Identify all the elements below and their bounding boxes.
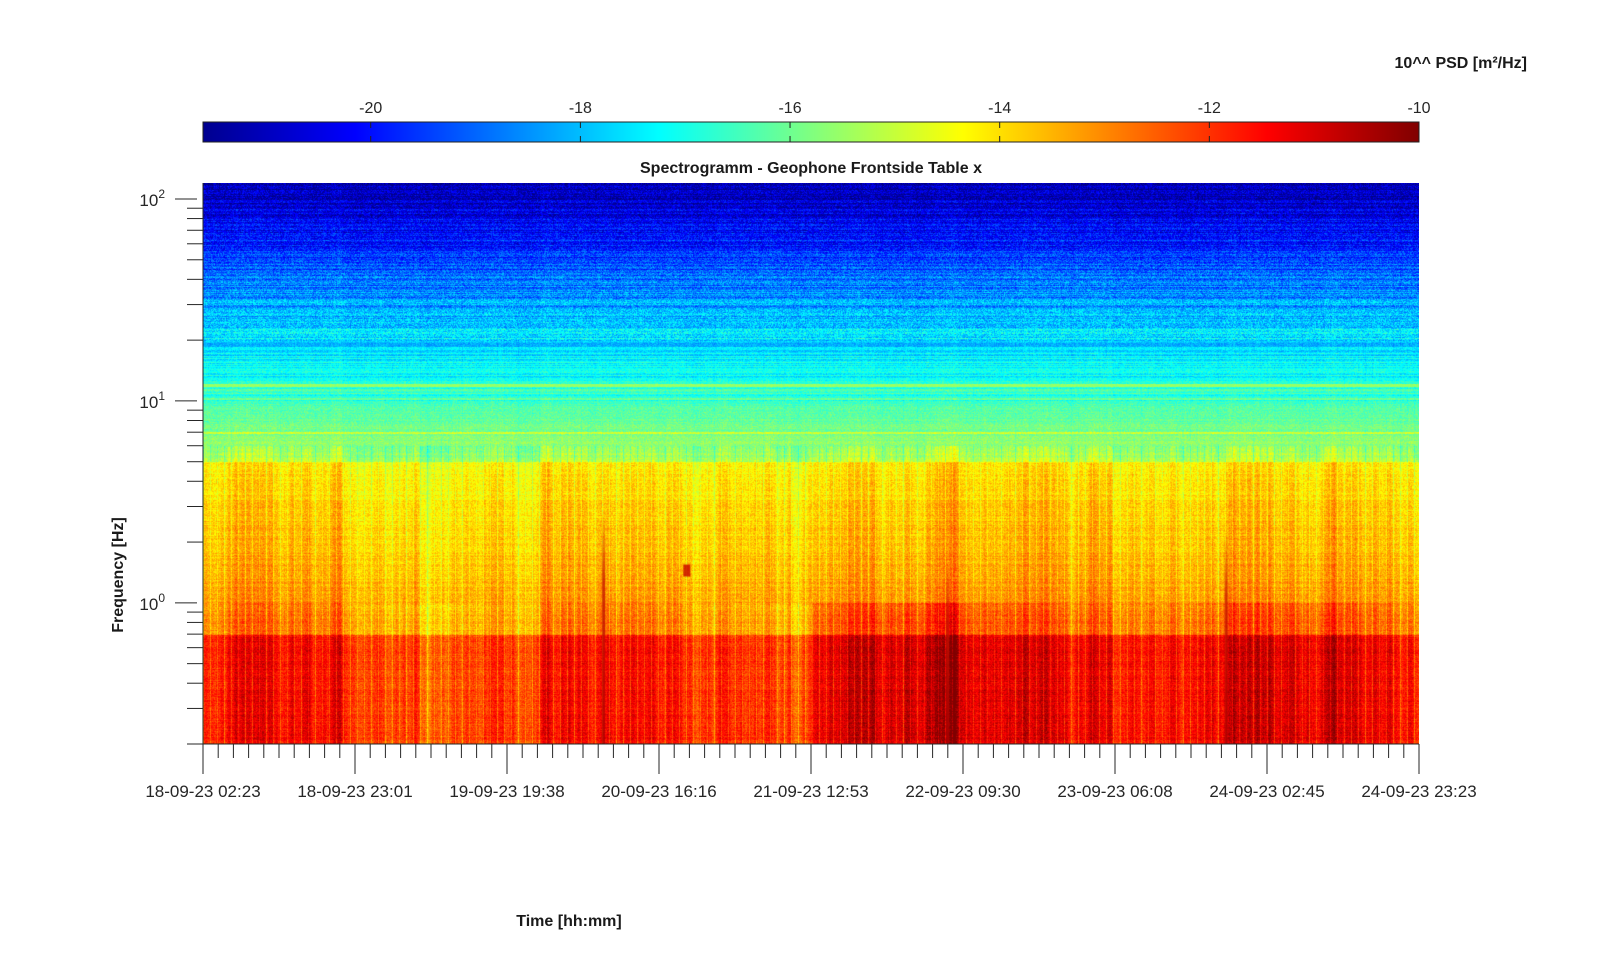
y-tick-label: 101 bbox=[139, 389, 165, 412]
x-tick-label: 18-09-23 23:01 bbox=[297, 782, 412, 801]
x-tick-label: 23-09-23 06:08 bbox=[1057, 782, 1172, 801]
colorbar-label: 10^^ PSD [m²/Hz] bbox=[1395, 55, 1527, 72]
colorbar-tick-label: -18 bbox=[569, 100, 592, 117]
colorbar-tick-label: -20 bbox=[359, 100, 382, 117]
colorbar-gradient bbox=[202, 121, 1420, 143]
colorbar-ticks: -20 -18 -16 -14 -12 -10 bbox=[359, 100, 1431, 142]
y-axis-label: Frequency [Hz] bbox=[110, 517, 127, 633]
x-axis-label: Time [hh:mm] bbox=[516, 913, 621, 930]
colorbar-tick-label: -10 bbox=[1407, 100, 1430, 117]
colorbar-tick-label: -14 bbox=[988, 100, 1011, 117]
x-tick-label: 24-09-23 23:23 bbox=[1361, 782, 1476, 801]
x-tick-label: 18-09-23 02:23 bbox=[145, 782, 260, 801]
chart-title: Spectrogramm - Geophone Frontside Table … bbox=[640, 160, 982, 177]
x-tick-label: 21-09-23 12:53 bbox=[753, 782, 868, 801]
x-tick-label: 24-09-23 02:45 bbox=[1209, 782, 1324, 801]
spectrogram-heatmap bbox=[203, 183, 1419, 744]
spectrogram-area bbox=[203, 183, 1419, 744]
colorbar-tick-label: -12 bbox=[1198, 100, 1221, 117]
colorbar: -20 -18 -16 -14 -12 -10 10^^ PSD [m²/Hz] bbox=[202, 55, 1527, 143]
x-tick-label: 20-09-23 16:16 bbox=[601, 782, 716, 801]
colorbar-tick-label: -16 bbox=[778, 100, 801, 117]
y-tick-label: 102 bbox=[139, 187, 165, 210]
x-tick-label: 22-09-23 09:30 bbox=[905, 782, 1020, 801]
x-tick-label: 19-09-23 19:38 bbox=[449, 782, 564, 801]
y-axis: 100 101 102 bbox=[139, 183, 204, 745]
y-tick-label: 100 bbox=[139, 591, 165, 614]
x-axis: 18-09-23 02:23 18-09-23 23:01 19-09-23 19:… bbox=[145, 743, 1477, 801]
